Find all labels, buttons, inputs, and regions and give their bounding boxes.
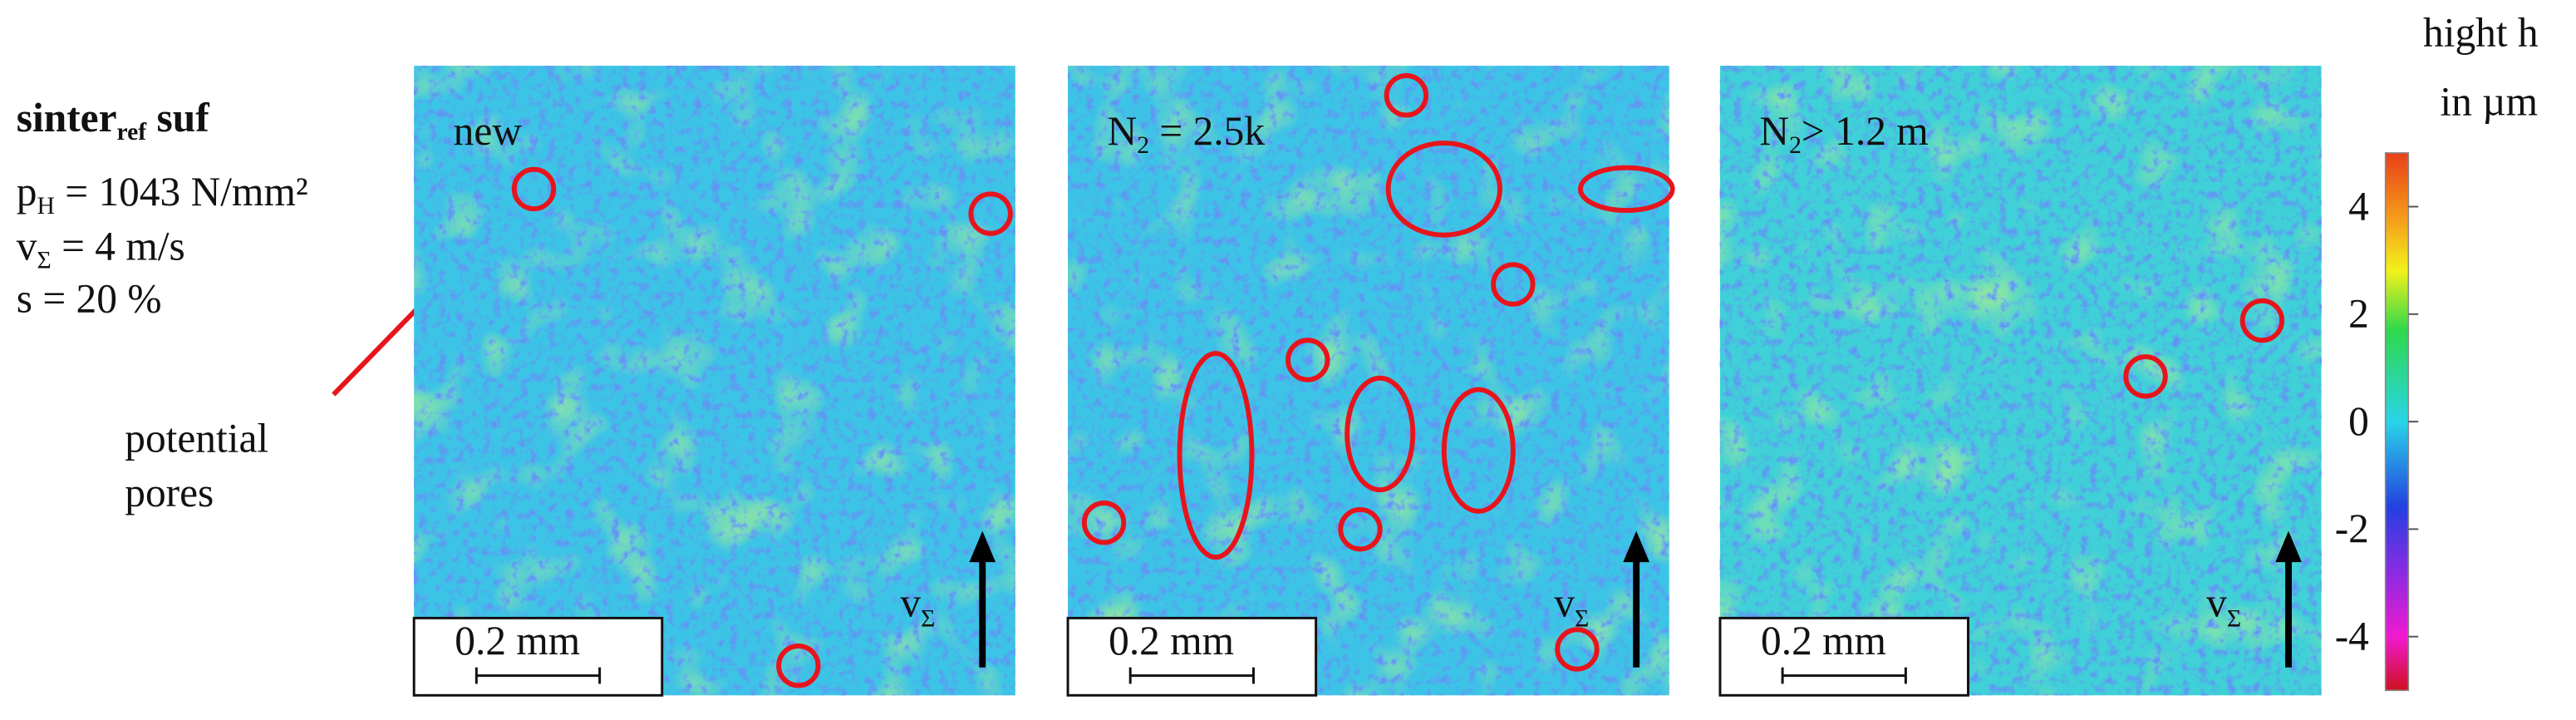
panel-label-main: new <box>454 108 523 154</box>
pore-marker <box>1491 262 1536 307</box>
pore-marker <box>1384 73 1429 118</box>
pore-marker <box>776 644 821 688</box>
direction-label: vΣ <box>900 579 935 632</box>
panel-label: new <box>454 108 523 154</box>
scale-label: 0.2 mm <box>1761 618 1886 663</box>
scale-box <box>1718 616 1969 697</box>
panel-label-rest: = 2.5k <box>1149 108 1265 154</box>
colorbar-scale <box>2384 152 2410 692</box>
colorbar-title: in µm <box>2440 78 2538 124</box>
scale-label: 0.2 mm <box>1109 618 1234 663</box>
direction-main: v <box>1554 579 1575 625</box>
scale-box <box>1066 616 1318 697</box>
pore-marker <box>1286 338 1330 382</box>
pore-marker <box>1385 141 1503 238</box>
panel-label-sub: 2 <box>1137 132 1149 159</box>
direction-label: vΣ <box>1554 579 1589 632</box>
pore-marker <box>1177 351 1255 560</box>
panel: N2 = 2.5k 0.2 mm vΣ <box>1066 66 1675 697</box>
panel-label-main: N <box>1108 108 1138 154</box>
annotation: potential <box>125 416 268 461</box>
pore-marker <box>2123 354 2168 399</box>
pore-marker <box>1577 165 1675 214</box>
direction-main: v <box>2206 579 2227 625</box>
direction-sub: Σ <box>2227 605 2241 632</box>
specimen: sinterref suf <box>17 95 209 145</box>
scale-label: 0.2 mm <box>455 618 580 663</box>
direction-sub: Σ <box>921 605 935 632</box>
direction-sub: Σ <box>1575 605 1589 632</box>
panel-label-rest: > 1.2 m <box>1802 108 1929 154</box>
arrow-head <box>2275 530 2302 563</box>
surface-texture <box>414 66 1015 696</box>
pore-marker <box>1081 501 1127 545</box>
panel-label: N2> 1.2 m <box>1759 108 1928 159</box>
pore-marker <box>2239 298 2285 343</box>
colorbar-tick-label: -2 <box>2335 505 2369 551</box>
colorbar-tick-label: -4 <box>2335 614 2369 659</box>
pore-marker <box>1441 387 1516 514</box>
colorbar-tick-label: 2 <box>2348 291 2369 337</box>
arrow-head <box>1623 530 1649 563</box>
pressure: pH = 1043 N/mm² <box>17 169 308 219</box>
slip: s = 20 % <box>17 276 162 322</box>
pore-marker <box>1345 375 1416 493</box>
panel-label-main: N <box>1759 108 1789 154</box>
colorbar-title: hight h <box>2423 9 2539 55</box>
panel: N2> 1.2 m 0.2 mm vΣ <box>1718 66 2322 697</box>
colorbar: hight h in µm 4 2 0 -2 -4 <box>2335 9 2539 692</box>
panel-label: N2 = 2.5k <box>1108 108 1266 159</box>
colorbar-tick-label: 0 <box>2348 398 2369 444</box>
panel-label-sub: 2 <box>1789 132 1802 159</box>
scale-box <box>412 616 664 697</box>
direction-label: vΣ <box>2206 579 2241 632</box>
arrow-head <box>969 530 996 563</box>
pore-marker <box>1338 506 1383 552</box>
surface-texture <box>1719 66 2322 696</box>
pore-marker <box>1555 627 1600 672</box>
pore-marker <box>511 166 557 212</box>
panel: new 0.2 mm vΣ <box>412 66 1015 697</box>
velocity: vΣ = 4 m/s <box>17 223 185 274</box>
direction-main: v <box>900 579 921 625</box>
pore-marker <box>968 191 1013 236</box>
colorbar-tick-label: 4 <box>2348 183 2369 229</box>
annotation: pores <box>125 470 214 515</box>
